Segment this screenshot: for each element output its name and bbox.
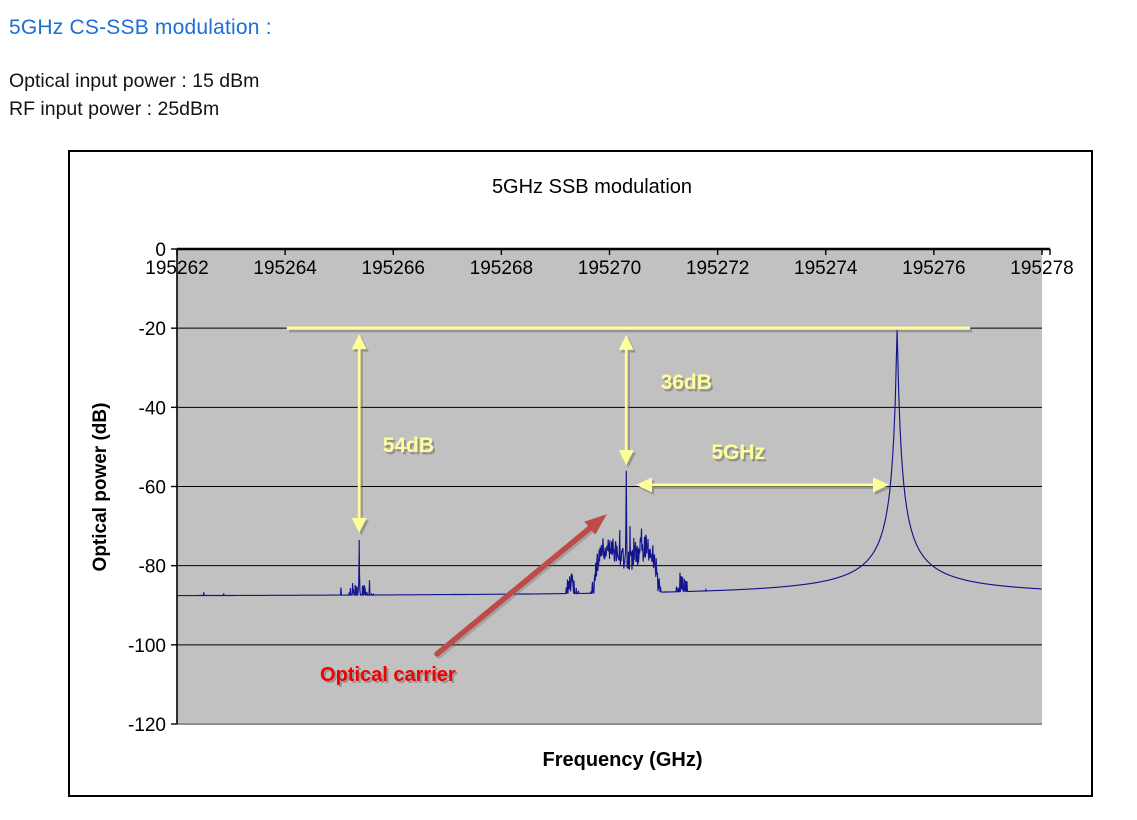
measure-label-shadow: 54dB (385, 437, 436, 460)
svg-text:195278: 195278 (1010, 258, 1073, 279)
measure-label-shadow: 5GHz (713, 443, 767, 466)
spectrum-trace (177, 328, 1042, 597)
svg-text:195266: 195266 (362, 258, 425, 279)
measure-label-36dB: 36dB (661, 371, 712, 394)
chart-title: 5GHz SSB modulation (491, 176, 693, 198)
rf-input-power-line: RF input power : 25dBm (9, 98, 220, 120)
spectrum-plot: 195262 195264 195266 195268 195270 195272 1952… (128, 240, 1074, 736)
svg-text:-100: -100 (128, 636, 166, 657)
svg-text:-120: -120 (128, 715, 166, 736)
measure-label-54dB: 54dB (383, 434, 434, 457)
svg-text:195274: 195274 (794, 258, 858, 279)
svg-text:-60: -60 (139, 478, 166, 499)
svg-text:-20: -20 (139, 319, 166, 340)
measure-label-5GHz: 5GHz (711, 441, 765, 464)
svg-text:195272: 195272 (686, 258, 749, 279)
measure-label-shadow: 36dB (663, 374, 714, 397)
optical-carrier-label: Optical carrier (320, 664, 456, 686)
optical-carrier-label-shadow: Optical carrier (322, 666, 458, 688)
svg-text:195262: 195262 (145, 258, 208, 279)
chart-frame: 5GHz SSB modulation Optical power (dB) F… (68, 150, 1093, 797)
svg-text:-40: -40 (139, 398, 166, 419)
svg-text:195270: 195270 (578, 258, 641, 279)
x-axis-title: Frequency (GHz) (542, 749, 703, 771)
axes (171, 247, 1051, 725)
svg-text:195276: 195276 (902, 258, 965, 279)
svg-text:195268: 195268 (470, 258, 533, 279)
svg-text:-80: -80 (139, 557, 166, 578)
optical-input-power-line: Optical input power : 15 dBm (9, 70, 260, 92)
tick-labels: 195262 195264 195266 195268 195270 195272 1952… (128, 240, 1074, 736)
optical-carrier-arrow (434, 523, 595, 657)
svg-text:0: 0 (155, 240, 166, 261)
doc-title: 5GHz CS-SSB modulation : (9, 16, 272, 39)
svg-text:195264: 195264 (253, 258, 317, 279)
